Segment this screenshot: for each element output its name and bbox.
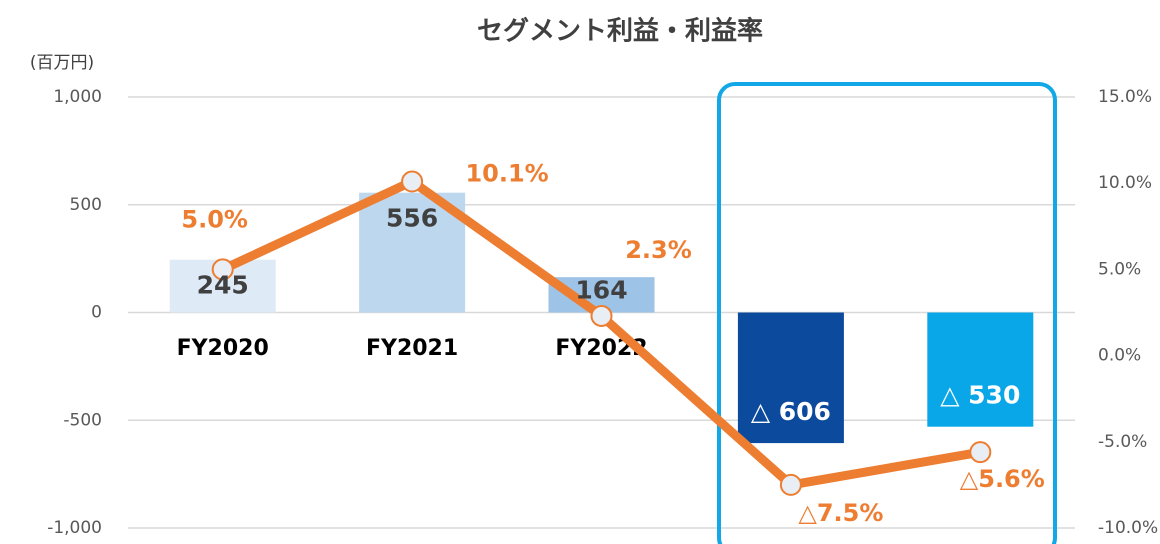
line-value-label: △7.5% <box>798 499 883 527</box>
bar-value-label: △ 606 <box>751 397 831 426</box>
y-tick-label: -500 <box>63 410 102 430</box>
bar-value-label: 245 <box>197 271 249 300</box>
line-marker <box>590 304 613 327</box>
line-marker <box>779 473 802 496</box>
y2-tick-label: 10.0% <box>1098 173 1152 193</box>
chart-title: セグメント利益・利益率 <box>477 16 763 47</box>
y-tick-label: 500 <box>70 195 102 215</box>
line-value-label: △5.6% <box>960 465 1045 493</box>
y2-tick-label: 5.0% <box>1098 259 1141 279</box>
y-axis-label: (百万円) <box>30 53 94 73</box>
y2-tick-label: 15.0% <box>1098 87 1152 107</box>
bar <box>359 192 466 313</box>
line-value-label: 10.1% <box>465 159 548 187</box>
bar-value-label: 164 <box>575 276 627 305</box>
line <box>220 176 982 490</box>
x-tick-label: FY2020 <box>177 336 269 361</box>
y-tick-label: -1,000 <box>47 518 102 538</box>
line-marker <box>401 170 424 193</box>
y2-tick-label: -10.0% <box>1098 518 1158 538</box>
y-tick-label: 0 <box>91 303 102 323</box>
line-marker <box>211 258 234 281</box>
bar <box>737 312 844 444</box>
y-tick-label: 1,000 <box>53 87 102 107</box>
bar-value-label: △ 530 <box>940 381 1020 410</box>
y2-tick-label: 0.0% <box>1098 346 1141 366</box>
line-value-label: 5.0% <box>181 205 248 233</box>
line-value-label: 2.3% <box>625 236 692 264</box>
y2-tick-label: -5.0% <box>1098 432 1147 452</box>
bar <box>927 312 1034 427</box>
x-tick-label: FY2021 <box>366 336 458 361</box>
highlight-box <box>717 82 1057 544</box>
bar-value-label: 556 <box>386 204 438 233</box>
line-marker <box>969 441 992 464</box>
